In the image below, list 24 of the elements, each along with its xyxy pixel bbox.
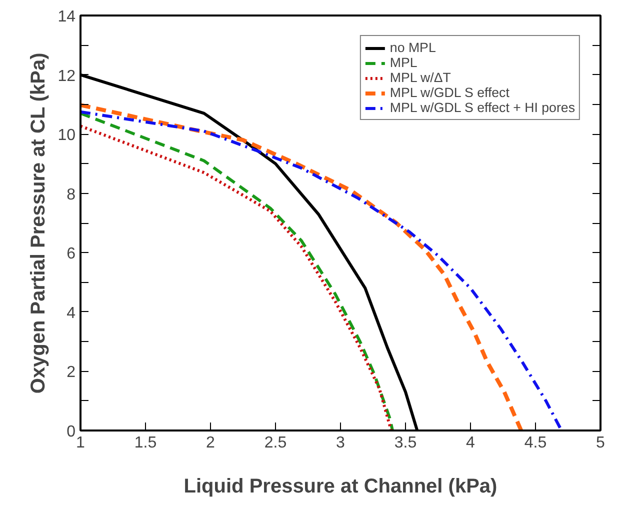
y-tick-label: 10 xyxy=(58,127,76,144)
legend-label: MPL xyxy=(390,55,418,70)
x-tick-label: 5 xyxy=(596,434,606,452)
legend-label: MPL w/GDL S effect xyxy=(390,85,510,100)
y-tick-label: 14 xyxy=(58,8,76,26)
y-tick-label: 12 xyxy=(58,68,76,85)
x-axis-title: Liquid Pressure at Channel (kPa) xyxy=(184,476,498,498)
x-tick-label: 2.5 xyxy=(264,434,287,452)
y-tick-label: 8 xyxy=(66,186,76,204)
y-axis-title: Oxygen Partial Pressure at CL (kPa) xyxy=(28,52,50,394)
y-tick-label: 6 xyxy=(66,246,76,263)
y-tick-label: 2 xyxy=(66,364,76,382)
legend-label: MPL w/GDL S effect + HI pores xyxy=(390,100,575,115)
y-tick-label: 4 xyxy=(66,304,76,322)
x-tick-label: 4 xyxy=(466,434,476,452)
legend-label: MPL w/ΔT xyxy=(390,70,451,85)
x-tick-label: 4.5 xyxy=(524,434,547,452)
x-tick-label: 1.5 xyxy=(134,434,157,452)
x-tick-label: 1 xyxy=(76,434,86,452)
x-tick-label: 3 xyxy=(336,434,346,452)
x-tick-label: 2 xyxy=(206,434,216,452)
legend-label: no MPL xyxy=(390,40,436,55)
x-tick-label: 3.5 xyxy=(394,434,417,452)
y-tick-label: 0 xyxy=(66,424,76,440)
